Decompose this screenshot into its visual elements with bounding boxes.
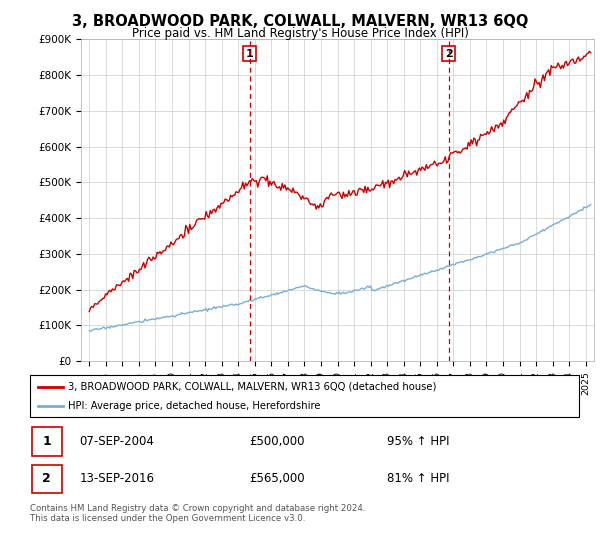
- Text: 13-SEP-2016: 13-SEP-2016: [79, 473, 154, 486]
- FancyBboxPatch shape: [32, 465, 62, 493]
- Text: 1: 1: [42, 435, 51, 447]
- Text: 3, BROADWOOD PARK, COLWALL, MALVERN, WR13 6QQ (detached house): 3, BROADWOOD PARK, COLWALL, MALVERN, WR1…: [68, 381, 437, 391]
- Text: 07-SEP-2004: 07-SEP-2004: [79, 435, 154, 447]
- Text: 2: 2: [445, 49, 452, 58]
- Text: £500,000: £500,000: [250, 435, 305, 447]
- Text: 81% ↑ HPI: 81% ↑ HPI: [387, 473, 449, 486]
- FancyBboxPatch shape: [30, 375, 579, 417]
- Text: Price paid vs. HM Land Registry's House Price Index (HPI): Price paid vs. HM Land Registry's House …: [131, 27, 469, 40]
- Text: £565,000: £565,000: [250, 473, 305, 486]
- FancyBboxPatch shape: [32, 427, 62, 455]
- Text: 1: 1: [246, 49, 254, 58]
- Text: HPI: Average price, detached house, Herefordshire: HPI: Average price, detached house, Here…: [68, 401, 321, 411]
- Text: 2: 2: [42, 473, 51, 486]
- Text: Contains HM Land Registry data © Crown copyright and database right 2024.
This d: Contains HM Land Registry data © Crown c…: [30, 504, 365, 524]
- Text: 3, BROADWOOD PARK, COLWALL, MALVERN, WR13 6QQ: 3, BROADWOOD PARK, COLWALL, MALVERN, WR1…: [72, 14, 528, 29]
- Text: 95% ↑ HPI: 95% ↑ HPI: [387, 435, 449, 447]
